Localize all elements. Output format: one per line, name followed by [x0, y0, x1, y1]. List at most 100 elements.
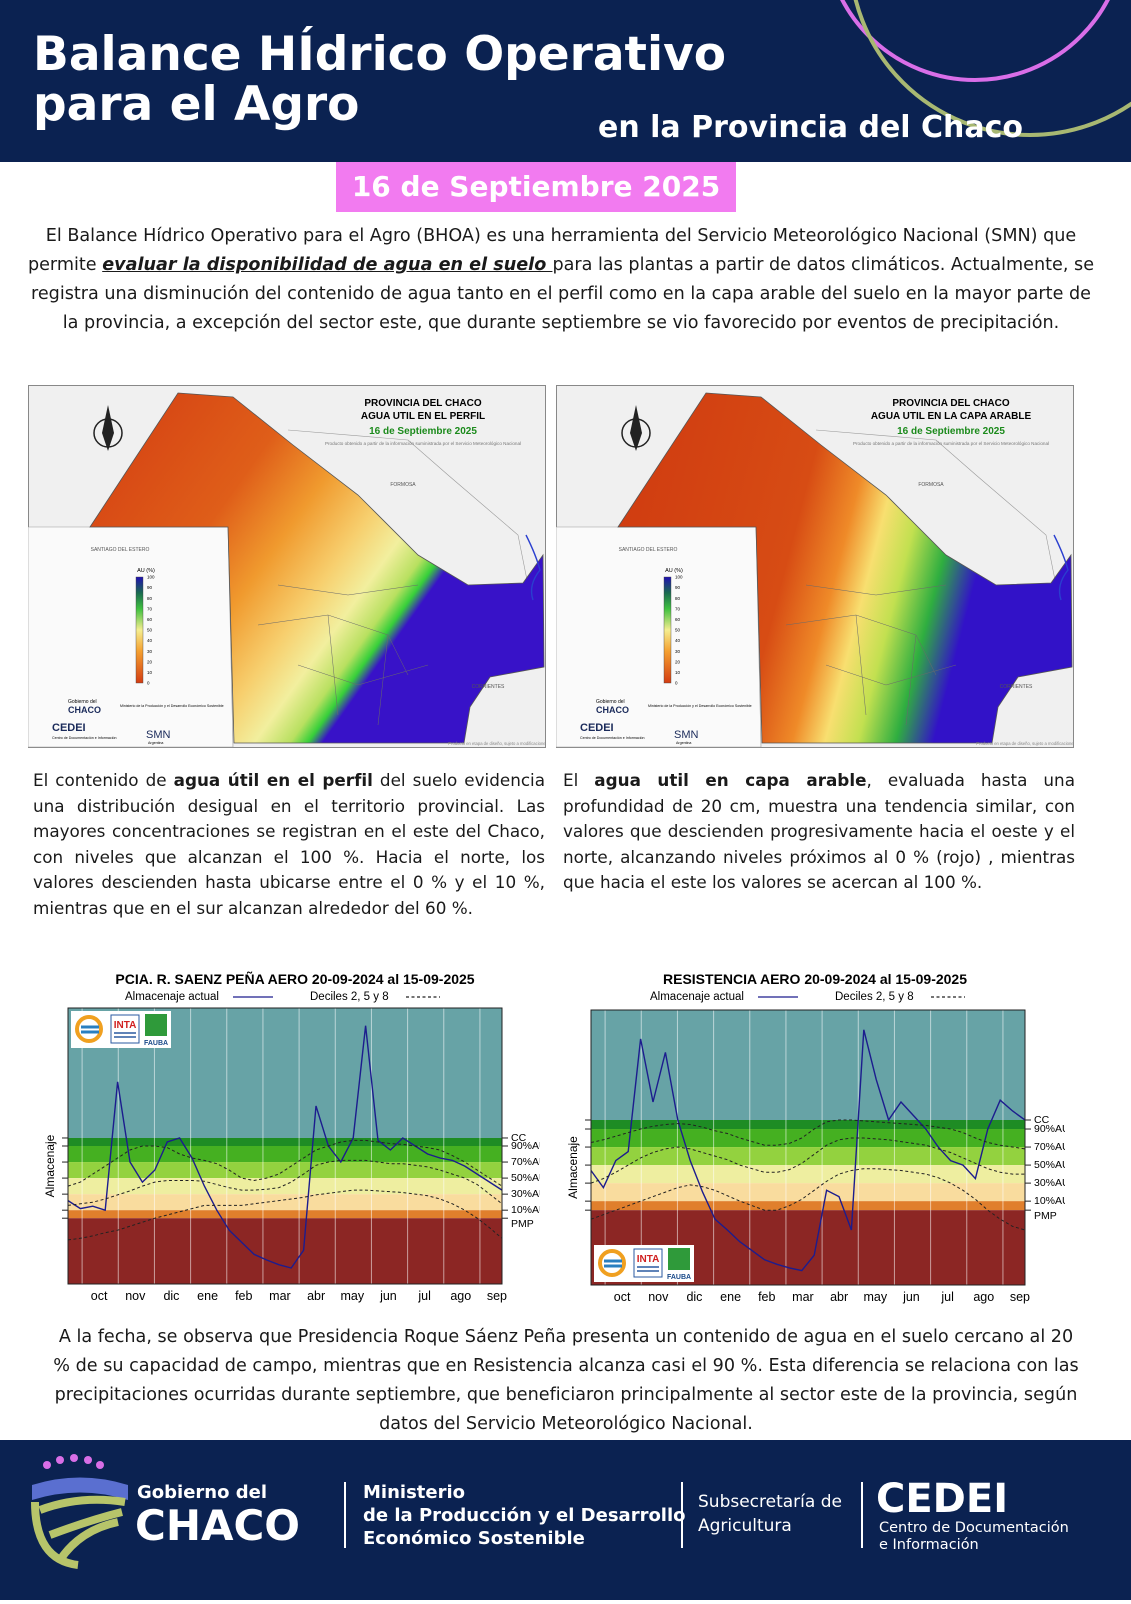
north-arrow [630, 405, 642, 451]
plot-frame [67, 1007, 503, 1285]
x-tick-label: jun [902, 1290, 920, 1304]
brand-gov: Gobierno del [596, 699, 625, 705]
band [68, 1218, 502, 1284]
chart: RESISTENCIA AERO 20-09-2024 al 15-09-202… [566, 971, 1065, 1304]
footer: Gobierno del CHACO Ministerio de la Prod… [0, 1440, 1131, 1600]
logo-icon [637, 1266, 659, 1272]
legend-tick-label: 80 [147, 596, 153, 601]
decile-line [590, 1168, 1026, 1231]
y-tick-label: 50%AU [511, 1172, 540, 1184]
brand-gov: Gobierno del [68, 699, 97, 705]
logo-text: INTA [637, 1254, 660, 1265]
description: El agua util en capa arable, evaluada ha… [563, 768, 1075, 896]
brand-province: CHACO [68, 705, 101, 715]
description-text: El [563, 770, 595, 790]
footer-content: Gobierno del CHACO Ministerio de la Prod… [31, 1454, 1069, 1569]
x-tick-label: may [340, 1289, 364, 1303]
legend-tick-label: 0 [147, 681, 150, 686]
footer-ministry: Económico Sostenible [363, 1528, 585, 1549]
map: PROVINCIA DEL CHACO AGUA UTIL EN EL PERFI… [28, 385, 546, 748]
brand-center: CEDEI [580, 722, 614, 734]
x-tick-label: jul [417, 1289, 431, 1303]
band [591, 1183, 1025, 1202]
province-shape [89, 392, 545, 744]
y-tick-label: 30%AU [1034, 1177, 1065, 1189]
legend-label: Deciles 2, 5 y 8 [835, 991, 914, 1003]
footer-province: CHACO [135, 1501, 300, 1550]
band [591, 1129, 1025, 1148]
x-tick-label: mar [792, 1290, 814, 1304]
legend-tick-label: 20 [675, 659, 681, 664]
x-tick-label: nov [648, 1290, 669, 1304]
date-badge: 16 de Septiembre 2025 [336, 162, 736, 212]
x-tick-label: ago [450, 1289, 471, 1303]
plot-frame [590, 1009, 1026, 1286]
legend-tick-label: 60 [675, 617, 681, 622]
y-tick-label: PMP [511, 1218, 534, 1230]
arc [853, 0, 1131, 137]
north-arrow [102, 405, 114, 451]
y-tick-label: 70%AU [1034, 1141, 1065, 1153]
x-tick-label: oct [91, 1289, 108, 1303]
x-tick-label: ene [197, 1289, 218, 1303]
map-date: 16 de Septiembre 2025 [897, 426, 1005, 437]
map-subtitle: AGUA UTIL EN EL PERFIL [361, 411, 485, 422]
legend-bar [135, 576, 144, 684]
legend-tick-label: 100 [675, 575, 683, 580]
brand-province: CHACO [596, 705, 629, 715]
y-tick-label: 90%AU [1034, 1123, 1065, 1135]
map-footnote: Producto en etapa de diseño, sujeto a mo… [976, 741, 1074, 746]
logo-icon [145, 1014, 167, 1036]
footer-gov: Gobierno del [137, 1482, 267, 1503]
legend-tick-label: 20 [147, 659, 153, 664]
legend-label: Deciles 2, 5 y 8 [310, 991, 389, 1003]
logo-icon [598, 1249, 626, 1277]
intro: El Balance Hídrico Operativo para el Agr… [26, 222, 1096, 338]
legend-tick-label: 40 [675, 638, 681, 643]
neighbor-region [28, 526, 234, 748]
x-tick-label: abr [830, 1290, 848, 1304]
region-border [287, 429, 529, 586]
neighbor-region [556, 526, 762, 748]
brand-country: Argentina [676, 741, 691, 745]
band [591, 1165, 1025, 1184]
region-label: CORRIENTES [1000, 684, 1033, 690]
brand-smn: SMN [146, 729, 171, 741]
description-text: El contenido de [33, 770, 174, 790]
title: para el Agro [33, 77, 360, 132]
region-label: SANTIAGO DEL ESTERO [619, 547, 678, 553]
y-tick-label: CC [1034, 1114, 1050, 1126]
legend-label: Almacenaje actual [125, 991, 219, 1003]
series-line [590, 1029, 1026, 1272]
legend-tick-label: 90 [147, 585, 153, 590]
logo-icon [114, 1032, 136, 1038]
brand-ministry: Ministerio de la Producción y el Desarro… [648, 704, 752, 708]
legend-title: AU (%) [137, 568, 155, 574]
legend-tick-label: 10 [147, 670, 153, 675]
band [68, 1178, 502, 1195]
map-note: Producto obtenido a partir de la informa… [853, 441, 1049, 446]
region-border [815, 429, 1057, 586]
decile-line [67, 1189, 503, 1241]
brand-smn: SMN [674, 729, 699, 741]
logo-icon [633, 1248, 663, 1278]
title: Balance HÍdrico Operativo [33, 27, 727, 82]
logo [31, 1454, 128, 1569]
brand-center: CEDEI [52, 722, 86, 734]
band [68, 1194, 502, 1211]
x-tick-label: may [863, 1290, 887, 1304]
logo-icon [81, 1025, 99, 1034]
map-subtitle: AGUA UTIL EN LA CAPA ARABLE [871, 411, 1032, 422]
legend-tick-label: 10 [675, 670, 681, 675]
y-tick-label: 10%AU [1034, 1195, 1065, 1207]
brand-center-name: Centro de Documentación e Información [580, 736, 645, 740]
band [68, 1137, 502, 1146]
y-tick-label: PMP [1034, 1210, 1057, 1222]
y-tick-label: CC [511, 1132, 527, 1144]
band [591, 1201, 1025, 1211]
map-footnote: Producto en etapa de diseño, sujeto a mo… [448, 741, 546, 746]
x-tick-label: feb [235, 1289, 252, 1303]
x-tick-label: dic [163, 1289, 179, 1303]
y-tick-label: 10%AU [511, 1204, 540, 1216]
y-tick-label: 50%AU [1034, 1159, 1065, 1171]
